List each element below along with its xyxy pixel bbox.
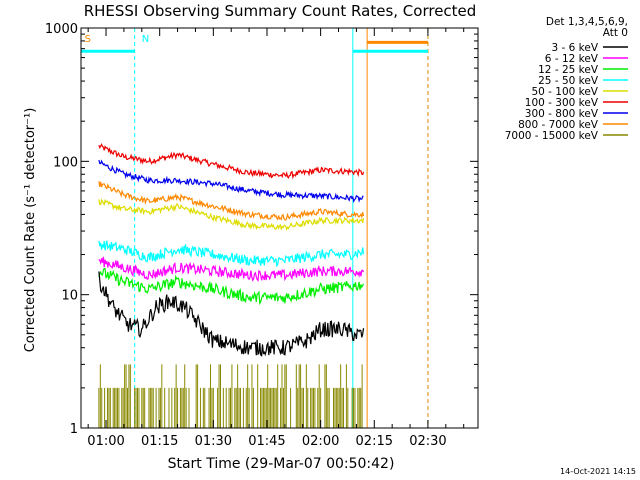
y-axis-label: Corrected Count Rate (s⁻¹ detector⁻¹) — [23, 108, 38, 353]
legend-entry-label: 100 - 300 keV — [525, 97, 599, 109]
x-tick-label: 01:45 — [248, 434, 285, 449]
axes-frame — [80, 27, 479, 429]
series-line-100-300-kev — [98, 142, 365, 180]
y-tick-label: 100 — [53, 155, 78, 170]
annotation-label: N — [142, 34, 149, 45]
series-7000-15000-kev — [98, 364, 363, 428]
y-tick-label: 10 — [61, 289, 78, 304]
chart-title: RHESSI Observing Summary Count Rates, Co… — [84, 2, 477, 20]
series-line-6-12-kev — [98, 256, 365, 282]
x-tick-label: 02:15 — [356, 434, 393, 449]
series-line-12-25-kev — [98, 267, 365, 306]
series-line-800-7000-kev — [98, 181, 365, 221]
legend-entry-label: 300 - 800 keV — [525, 108, 599, 120]
legend-header: Det 1,3,4,5,6,9, — [546, 16, 628, 28]
series-line-50-100-kev — [98, 198, 365, 232]
x-axis-label: Start Time (29-Mar-07 00:50:42) — [168, 456, 395, 472]
y-tick-label: 1000 — [45, 22, 78, 37]
x-tick-label: 01:30 — [195, 434, 232, 449]
series-line-25-50-kev — [98, 240, 365, 268]
date-stamp: 14-Oct-2021 14:15 — [560, 467, 636, 476]
legend-entry-label: 25 - 50 keV — [538, 75, 599, 87]
legend-entry-label: 6 - 12 keV — [545, 53, 599, 65]
legend-entry-label: 50 - 100 keV — [531, 86, 598, 98]
x-tick-label: 02:30 — [409, 434, 446, 449]
legend-entry-label: 7000 - 15000 keV — [505, 130, 599, 142]
annotation-label: S — [85, 34, 91, 45]
x-tick-label: 01:15 — [141, 434, 178, 449]
series-line-3-6-kev — [98, 271, 365, 357]
axes: 1 10 100 1000 01:00 01:15 01:30 01:45 02:00 02:15… — [45, 22, 479, 449]
legend-entry-label: 12 - 25 keV — [538, 64, 599, 76]
y-tick-label: 1 — [70, 422, 78, 437]
series-line-300-800-kev — [98, 159, 364, 204]
legend-entry-label: 800 - 7000 keV — [518, 119, 599, 131]
legend-entry-label: 3 - 6 keV — [551, 42, 598, 54]
x-tick-label: 02:00 — [302, 434, 339, 449]
x-tick-label: 01:00 — [87, 434, 124, 449]
legend-header: Att 0 — [603, 27, 628, 39]
